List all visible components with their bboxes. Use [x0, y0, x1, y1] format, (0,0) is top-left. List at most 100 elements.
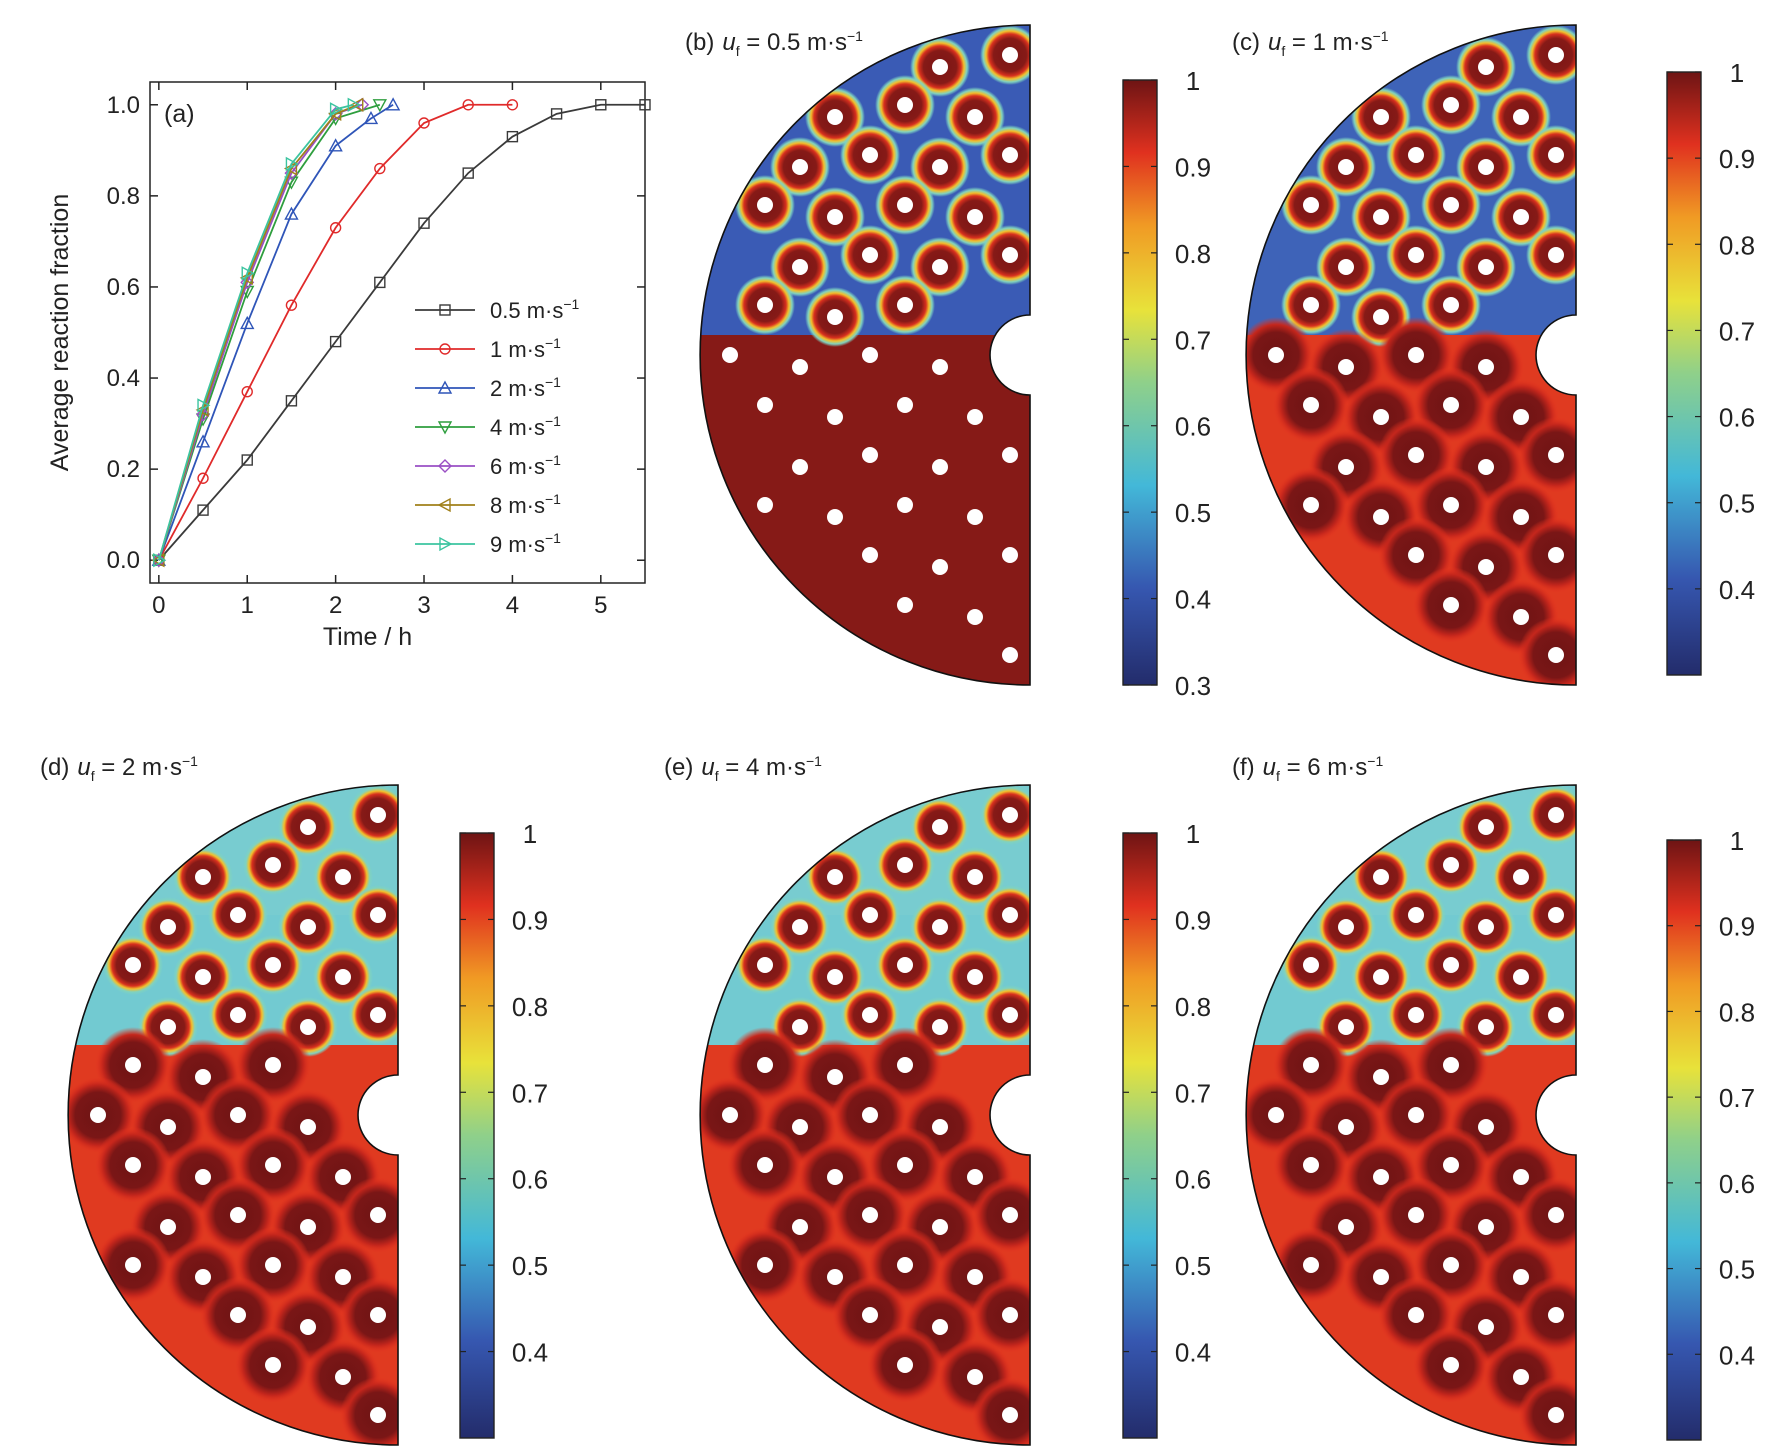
colorbar-gradient: [1122, 79, 1158, 686]
hole: [1513, 509, 1529, 525]
data-point: [329, 222, 342, 234]
hole: [1002, 1007, 1018, 1023]
legend-text: 0.5 m·s: [490, 298, 563, 323]
series-line: [157, 104, 394, 561]
hole: [792, 259, 808, 275]
hole: [897, 597, 913, 613]
hole: [1002, 1207, 1018, 1223]
panel-c: (c) uf = 1 m·s−1 1 0.9 0.8 0.7 0.6 0.5 0.4: [1232, 24, 1755, 686]
hole: [827, 409, 843, 425]
hole: [1373, 1069, 1389, 1085]
x-tick-label: 1: [241, 592, 254, 619]
hole: [1268, 347, 1284, 363]
hole: [827, 1169, 843, 1185]
series-5: 8 m·s −1: [151, 97, 561, 568]
hole: [1408, 547, 1424, 563]
hole: [1478, 1119, 1494, 1135]
hole: [1338, 1019, 1354, 1035]
hole: [125, 1057, 141, 1073]
hole: [932, 1219, 948, 1235]
legend-exponent: −1: [563, 296, 579, 312]
data-point: [284, 166, 299, 181]
legend-text: 8 m·s: [490, 493, 545, 518]
hole: [300, 819, 316, 835]
hole: [897, 97, 913, 113]
hole: [1443, 1057, 1459, 1073]
title-exponent: −1: [806, 753, 822, 769]
panel-label: (b): [685, 29, 714, 56]
series-6: 9 m·s−1: [153, 97, 561, 568]
panel-title: (e) uf = 4 m·s−1: [664, 753, 822, 784]
hole: [1548, 47, 1564, 63]
hole: [1548, 647, 1564, 663]
data-point: [285, 156, 299, 172]
hole: [1548, 247, 1564, 263]
colorbar-tick-label: 0.4: [512, 1338, 548, 1368]
hole: [967, 969, 983, 985]
hole: [862, 347, 878, 363]
y-tick-label: 0.4: [107, 365, 140, 392]
panel-a: 0 1 2 3 4 5 0.0 0.2 0.4 0.6 0.8 1.0 Time / h Average …: [46, 81, 651, 651]
data-point: [462, 167, 474, 179]
data-point: [196, 407, 211, 422]
hole: [125, 957, 141, 973]
series-line: [157, 103, 354, 561]
hole: [792, 1219, 808, 1235]
hole: [932, 359, 948, 375]
hole: [1513, 209, 1529, 225]
hole: [265, 957, 281, 973]
hole: [1408, 347, 1424, 363]
hole: [897, 1257, 913, 1273]
hole: [265, 1257, 281, 1273]
hole: [335, 969, 351, 985]
colorbar-tick-label: 0.5: [1175, 1251, 1211, 1281]
colorbar-tick-label: 0.8: [1175, 992, 1211, 1022]
hole: [1478, 359, 1494, 375]
hole: [1373, 869, 1389, 885]
hole: [897, 297, 913, 313]
hole: [265, 1357, 281, 1373]
series-1: 1 m·s −1: [153, 99, 561, 566]
colorbar-tick-label: 0.4: [1719, 1340, 1755, 1370]
hole: [792, 1019, 808, 1035]
hole: [300, 1019, 316, 1035]
panel-label: (e): [664, 754, 693, 781]
hole: [125, 1257, 141, 1273]
hole: [1408, 247, 1424, 263]
colorbar-tick-label: 0.5: [1175, 498, 1211, 528]
colorbar-tick-label: 0.9: [1175, 905, 1211, 935]
title-subscript: f: [1281, 43, 1285, 59]
series-line: [157, 103, 359, 561]
colorbar-tick-label: 1: [1186, 66, 1200, 96]
title-value: = 2 m·s: [95, 754, 182, 781]
hole: [722, 1107, 738, 1123]
data-point: [197, 472, 209, 484]
hole: [1408, 447, 1424, 463]
data-point: [438, 459, 452, 473]
hole: [967, 209, 983, 225]
hole: [1443, 497, 1459, 513]
hole: [1002, 1407, 1018, 1423]
hole: [1338, 919, 1354, 935]
hole: [1443, 597, 1459, 613]
hole: [967, 1369, 983, 1385]
legend-exponent: −1: [545, 413, 561, 429]
data-point: [437, 421, 453, 435]
hole: [1303, 957, 1319, 973]
hole: [1513, 869, 1529, 885]
legend-text: 1 m·s: [490, 337, 545, 362]
hole: [90, 1107, 106, 1123]
hole: [370, 1207, 386, 1223]
panel-f: (f) uf = 6 m·s−1 1 0.9 0.8 0.7 0.6 0.5 0.4: [1232, 753, 1755, 1446]
data-point: [197, 504, 209, 516]
data-point: [241, 386, 253, 398]
data-point: [462, 99, 474, 111]
hole: [862, 547, 878, 563]
hole: [1338, 259, 1354, 275]
hole: [1443, 97, 1459, 113]
series-2: 2 m·s−1: [151, 97, 561, 566]
hole: [1478, 1319, 1494, 1335]
hole: [195, 969, 211, 985]
title-subscript: f: [1276, 768, 1280, 784]
hole: [1548, 1007, 1564, 1023]
